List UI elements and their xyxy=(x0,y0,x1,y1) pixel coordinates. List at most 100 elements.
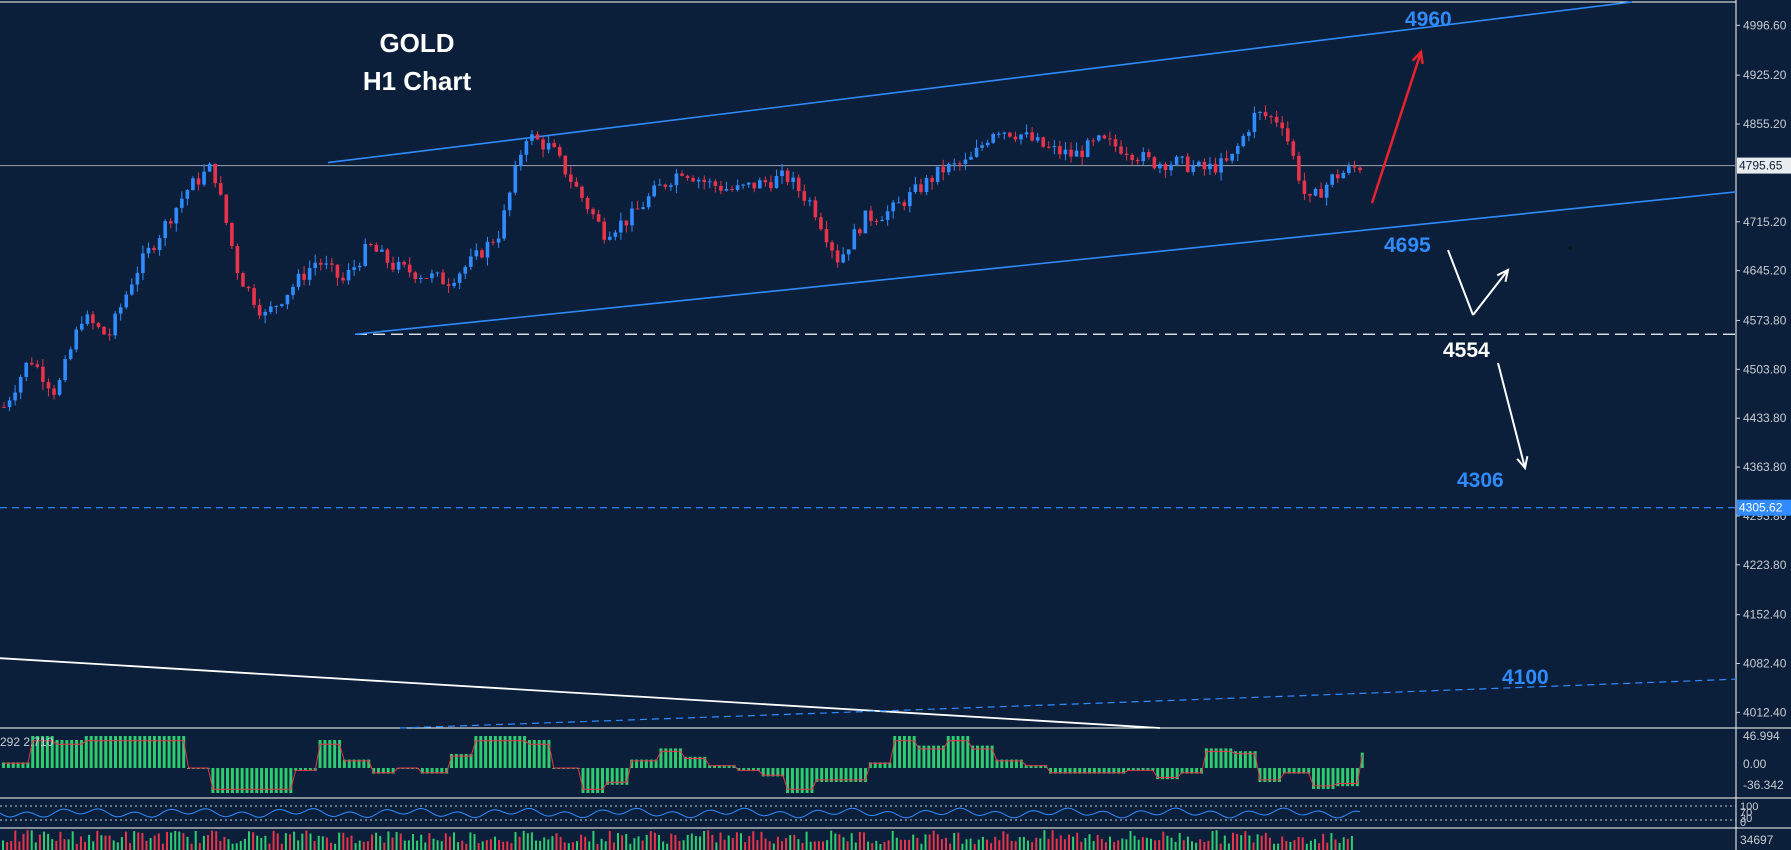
volume-bar xyxy=(428,833,431,850)
volume-bar xyxy=(227,839,230,850)
volume-bar xyxy=(243,838,246,850)
macd-bar xyxy=(1063,768,1067,774)
bull-candle xyxy=(1180,156,1184,158)
volume-bar xyxy=(342,832,345,850)
y-tick-label: 4152.40 xyxy=(1743,608,1787,622)
macd-bar xyxy=(308,768,312,771)
bull-candle xyxy=(808,200,812,202)
macd-bar xyxy=(1263,768,1267,782)
bear-candle xyxy=(902,202,907,207)
macd-bar xyxy=(596,768,600,793)
volume-bar xyxy=(256,835,259,850)
volume-bar xyxy=(662,841,665,850)
volume-bar xyxy=(641,840,644,850)
rsi-tick-label: 30 xyxy=(1740,813,1752,825)
macd-bar xyxy=(659,748,663,768)
volume-bar xyxy=(637,836,640,850)
volume-bar xyxy=(1063,839,1066,850)
volume-bar xyxy=(1059,835,1062,850)
macd-bar xyxy=(523,736,527,768)
macd-bar xyxy=(1107,768,1111,774)
bear-candle xyxy=(819,217,823,230)
rsi-tick-label: 70 xyxy=(1740,807,1752,819)
volume-bar xyxy=(485,840,488,850)
macd-bar xyxy=(625,768,629,785)
macd-bar xyxy=(177,736,181,768)
bear-candle xyxy=(102,326,106,335)
volume-bar xyxy=(1297,836,1300,850)
volume-bar xyxy=(678,840,681,850)
volume-bar xyxy=(350,835,353,850)
volume-bar xyxy=(116,842,119,850)
bull-candle xyxy=(474,250,479,257)
volume-bar xyxy=(916,837,919,850)
volume-bar xyxy=(38,834,41,850)
volume-bar xyxy=(391,837,394,850)
macd-bar xyxy=(40,736,44,768)
volume-bar xyxy=(871,843,874,850)
bear-candle xyxy=(335,264,340,278)
volume-bar xyxy=(133,831,136,850)
macd-bar xyxy=(255,768,259,793)
volume-bar xyxy=(731,838,734,850)
macd-bar xyxy=(829,768,833,782)
macd-bar xyxy=(946,736,950,768)
volume-bar xyxy=(1002,831,1005,850)
macd-bar xyxy=(264,768,268,793)
volume-bar xyxy=(604,841,607,850)
macd-bar xyxy=(639,759,643,768)
macd-bar xyxy=(951,736,955,768)
bull-candle xyxy=(263,312,267,316)
volume-bar xyxy=(71,831,74,850)
macd-bar xyxy=(678,748,682,768)
volume-bar xyxy=(617,833,619,850)
bear-candle xyxy=(685,175,690,178)
macd-bar xyxy=(1297,768,1301,774)
bull-candle xyxy=(946,163,951,173)
volume-bar xyxy=(1350,835,1353,850)
volume-bar xyxy=(469,832,472,850)
bear-candle xyxy=(663,184,668,187)
macd-bar xyxy=(1292,768,1296,774)
bull-candle xyxy=(935,166,940,182)
volume-bar xyxy=(801,842,804,850)
macd-bar xyxy=(1126,768,1130,771)
bear-candle xyxy=(1335,174,1340,179)
macd-bar xyxy=(89,736,93,768)
bear-candle xyxy=(1030,132,1034,141)
macd-bar xyxy=(459,754,463,768)
volume-bar xyxy=(690,833,693,850)
volume-pane: 34697 xyxy=(2,830,1774,850)
volume-bar xyxy=(592,830,595,850)
volume-bar xyxy=(215,831,218,850)
macd-bar xyxy=(1321,768,1325,789)
bear-candle xyxy=(1163,164,1168,171)
bearish-arrow xyxy=(1497,362,1529,471)
macd-bar xyxy=(60,740,64,768)
macd-bar xyxy=(1214,748,1218,768)
volume-bar xyxy=(1133,835,1136,850)
bear-candle xyxy=(858,229,862,234)
bull-candle xyxy=(268,306,273,313)
volume-bar xyxy=(436,840,439,850)
macd-bar xyxy=(1000,759,1004,768)
volume-bar xyxy=(1080,841,1083,850)
pullback-line xyxy=(1447,249,1474,316)
macd-bar xyxy=(859,768,863,782)
macd-bar xyxy=(644,759,648,768)
macd-bar xyxy=(152,736,156,768)
volume-bar xyxy=(543,837,546,850)
bull-candle xyxy=(741,184,745,186)
volume-bar xyxy=(457,842,460,850)
bull-candle xyxy=(63,359,67,381)
macd-bar xyxy=(45,736,49,768)
macd-bar xyxy=(172,736,176,768)
bear-candle xyxy=(1130,154,1134,160)
bull-candle xyxy=(157,238,162,250)
volume-bar xyxy=(1047,838,1050,850)
volume-bar xyxy=(740,833,742,850)
macd-bar xyxy=(1204,748,1208,768)
volume-bar xyxy=(198,842,201,850)
volume-bar xyxy=(756,840,759,850)
